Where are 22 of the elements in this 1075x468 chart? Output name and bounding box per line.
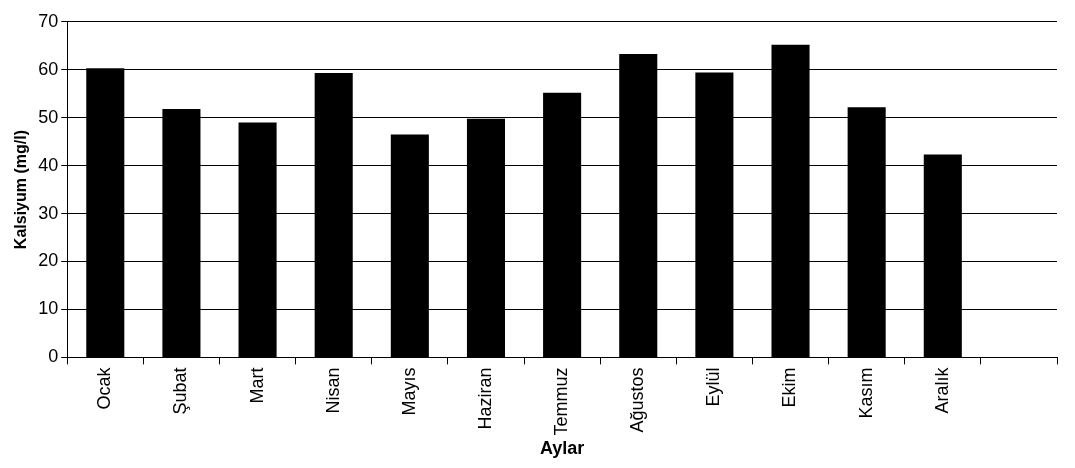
y-axis-title: Kalsiyum (mg/l) — [12, 130, 30, 250]
y-tick-label: 40 — [38, 154, 59, 175]
x-tick-label: Mart — [246, 367, 267, 404]
x-tick-label: Nisan — [322, 367, 343, 414]
y-tick-label: 60 — [38, 58, 59, 79]
y-tick-label: 30 — [38, 202, 59, 223]
y-tick-label: 70 — [38, 10, 59, 31]
x-tick-label: Şubat — [170, 367, 191, 415]
y-tick-label: 0 — [48, 346, 59, 367]
x-tick-label: Ocak — [94, 366, 115, 410]
x-tick-label: Aralık — [931, 366, 952, 414]
x-axis-title: Aylar — [539, 438, 585, 459]
y-tick-label: 50 — [38, 106, 59, 127]
x-tick-label: Ağustos — [627, 367, 648, 433]
y-tick-label: 10 — [38, 298, 59, 319]
x-tick-label: Mayıs — [398, 367, 419, 416]
x-tick-label: Kasım — [855, 367, 876, 419]
x-tick-label: Eylül — [703, 367, 724, 407]
x-tick-label: Ekim — [779, 367, 800, 408]
x-tick-label: Temmuz — [551, 367, 572, 436]
y-tick-label: 20 — [38, 250, 59, 271]
x-tick-label: Haziran — [474, 367, 495, 430]
